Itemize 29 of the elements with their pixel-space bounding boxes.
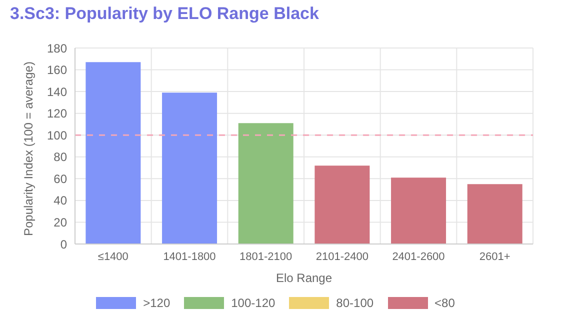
legend-label: 80-100	[336, 296, 374, 310]
x-tick-label: 2401-2600	[392, 250, 445, 263]
bar	[162, 92, 218, 244]
x-tick-label: 2101-2400	[316, 250, 368, 263]
x-tick-label: 1801-2100	[240, 250, 292, 263]
bar	[467, 184, 522, 244]
legend-label: 100-120	[231, 296, 276, 310]
x-tick-label: 2601+	[479, 250, 510, 263]
x-tick-label: 1401-1800	[163, 250, 216, 263]
x-axis-title: Elo Range	[276, 271, 332, 285]
y-tick-label: 160	[46, 63, 68, 78]
bar	[391, 178, 446, 244]
y-tick-label: 0	[60, 237, 68, 252]
chart-title: 3.Sc3: Popularity by ELO Range Black	[10, 4, 319, 24]
x-tick-label: ≤1400	[98, 250, 128, 263]
y-tick-label: 20	[54, 215, 68, 230]
legend-label: >120	[143, 296, 170, 310]
y-tick-label: 140	[46, 84, 68, 99]
y-axis-title: Popularity Index (100 = average)	[21, 62, 36, 236]
y-tick-label: 40	[54, 194, 68, 208]
bar	[238, 123, 294, 244]
legend-label: <80	[434, 296, 455, 310]
y-tick-label: 80	[54, 150, 68, 164]
bar	[86, 62, 141, 244]
y-tick-label: 100	[46, 128, 68, 142]
bar	[314, 166, 370, 244]
y-tick-label: 60	[54, 172, 68, 186]
y-tick-label: 180	[46, 41, 68, 56]
y-tick-label: 120	[46, 106, 68, 121]
